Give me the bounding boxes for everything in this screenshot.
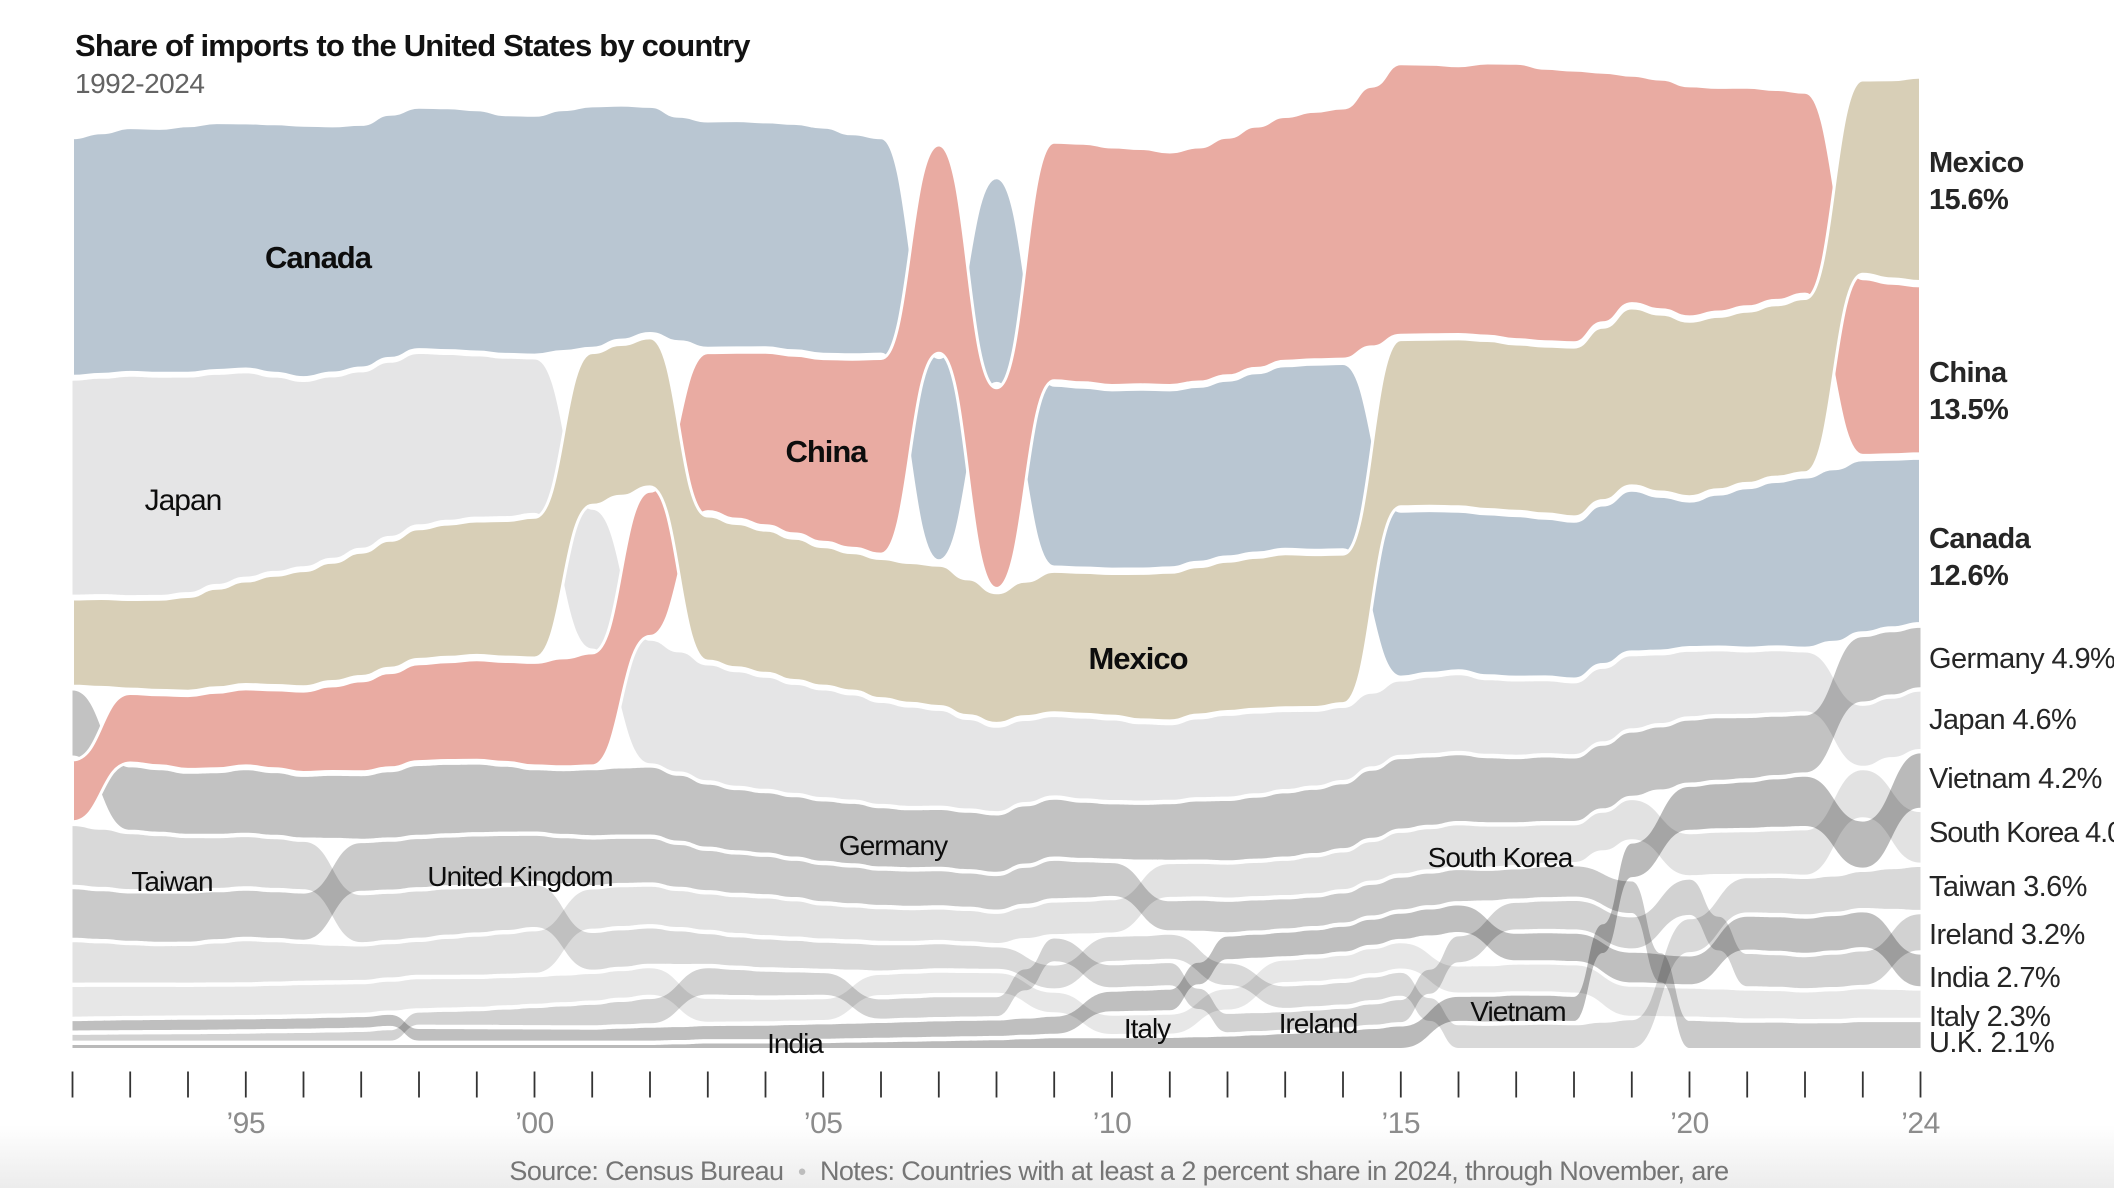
svg-text:Japan 4.6%: Japan 4.6% (1929, 704, 2076, 736)
svg-text:South Korea: South Korea (1428, 842, 1574, 873)
svg-text:’00: ’00 (515, 1107, 554, 1140)
svg-text:India 2.7%: India 2.7% (1929, 962, 2060, 994)
svg-text:’05: ’05 (804, 1107, 843, 1140)
svg-text:Italy 2.3%: Italy 2.3% (1929, 1001, 2050, 1033)
svg-text:Canada: Canada (265, 240, 373, 275)
svg-text:Japan: Japan (145, 484, 222, 517)
svg-text:Canada: Canada (1929, 523, 2032, 555)
svg-text:1992-2024: 1992-2024 (75, 68, 204, 99)
svg-text:Vietnam 4.2%: Vietnam 4.2% (1929, 763, 2102, 795)
svg-text:’15: ’15 (1382, 1107, 1421, 1140)
svg-text:Taiwan 3.6%: Taiwan 3.6% (1929, 871, 2087, 903)
svg-text:13.5%: 13.5% (1929, 394, 2009, 426)
svg-text:Share of imports to the United: Share of imports to the United States by… (75, 28, 751, 63)
svg-text:Source: Census Bureau●Notes: C: Source: Census Bureau ● Notes: Countries w… (509, 1156, 1728, 1186)
svg-text:Ireland: Ireland (1279, 1008, 1358, 1039)
svg-text:Germany 4.9%: Germany 4.9% (1929, 643, 2114, 675)
svg-text:Mexico: Mexico (1088, 641, 1187, 676)
svg-text:U.K. 2.1%: U.K. 2.1% (1929, 1027, 2054, 1059)
svg-text:South Korea 4.0%: South Korea 4.0% (1929, 817, 2114, 849)
svg-text:’10: ’10 (1093, 1107, 1132, 1140)
svg-text:12.6%: 12.6% (1929, 560, 2009, 592)
svg-text:Germany: Germany (839, 830, 948, 861)
svg-text:Ireland 3.2%: Ireland 3.2% (1929, 919, 2085, 951)
svg-text:United Kingdom: United Kingdom (427, 861, 612, 892)
svg-text:’95: ’95 (227, 1107, 266, 1140)
svg-text:China: China (1929, 357, 2008, 389)
svg-text:’20: ’20 (1670, 1107, 1709, 1140)
svg-text:15.6%: 15.6% (1929, 184, 2009, 216)
svg-text:Italy: Italy (1124, 1013, 1171, 1044)
svg-text:Mexico: Mexico (1929, 147, 2024, 179)
svg-text:Vietnam: Vietnam (1470, 996, 1565, 1027)
svg-text:India: India (767, 1028, 824, 1059)
svg-text:’24: ’24 (1901, 1107, 1940, 1140)
svg-text:Taiwan: Taiwan (131, 866, 212, 897)
svg-text:China: China (785, 434, 868, 469)
